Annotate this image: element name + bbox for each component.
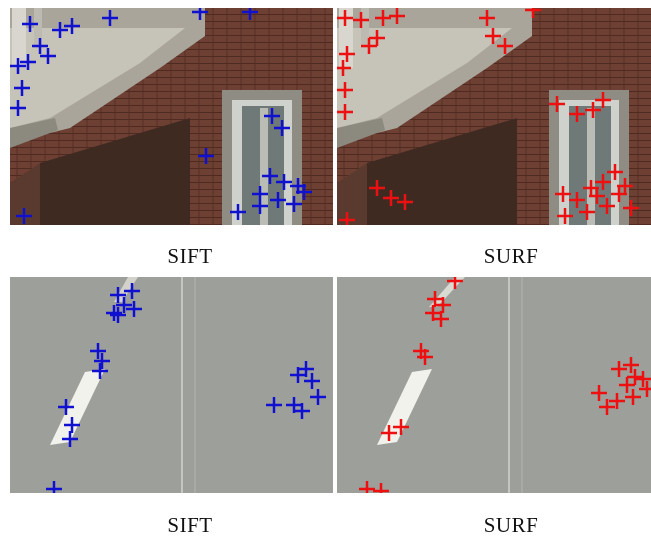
sift-keypoint-markers: [46, 283, 326, 493]
road-sift-image: [10, 277, 333, 493]
surf-keypoint-markers: [337, 8, 639, 225]
caption-surf-top: SURF: [483, 244, 539, 268]
caption-surf-bottom: SURF: [483, 513, 539, 537]
caption-sift-bottom: SIFT: [167, 513, 213, 537]
building-sift-image: [10, 8, 333, 225]
caption-sift-top: SIFT: [167, 244, 213, 268]
surf-keypoint-markers: [359, 277, 651, 493]
sift-keypoint-markers: [10, 8, 312, 224]
building-surf-image: [337, 8, 651, 225]
road-surf-image: [337, 277, 651, 493]
